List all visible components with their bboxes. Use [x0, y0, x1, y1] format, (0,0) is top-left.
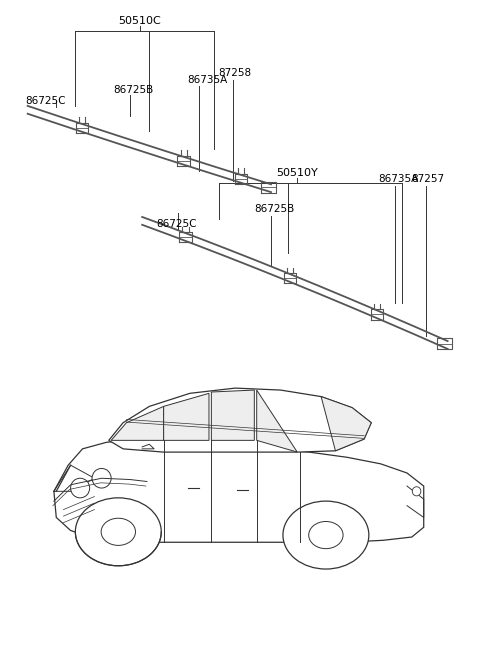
Text: 86725B: 86725B — [254, 204, 295, 215]
Text: 86725B: 86725B — [114, 85, 154, 95]
Text: 87258: 87258 — [218, 68, 252, 79]
Text: 86735A: 86735A — [378, 174, 419, 184]
Polygon shape — [321, 397, 371, 451]
Ellipse shape — [71, 478, 90, 498]
Text: 86725C: 86725C — [25, 96, 66, 106]
Ellipse shape — [92, 468, 111, 488]
Ellipse shape — [412, 487, 421, 496]
Ellipse shape — [309, 522, 343, 548]
Ellipse shape — [101, 518, 135, 545]
Text: 86735A: 86735A — [188, 75, 228, 85]
Polygon shape — [109, 388, 371, 452]
Text: 87257: 87257 — [411, 174, 444, 184]
Polygon shape — [54, 440, 424, 543]
Text: 86725C: 86725C — [156, 218, 197, 229]
Text: 50510Y: 50510Y — [276, 168, 318, 178]
Polygon shape — [111, 406, 164, 440]
Polygon shape — [164, 394, 209, 440]
Text: 50510C: 50510C — [119, 16, 161, 26]
Polygon shape — [257, 390, 297, 452]
Polygon shape — [211, 390, 254, 440]
Ellipse shape — [283, 501, 369, 569]
Ellipse shape — [75, 498, 161, 565]
